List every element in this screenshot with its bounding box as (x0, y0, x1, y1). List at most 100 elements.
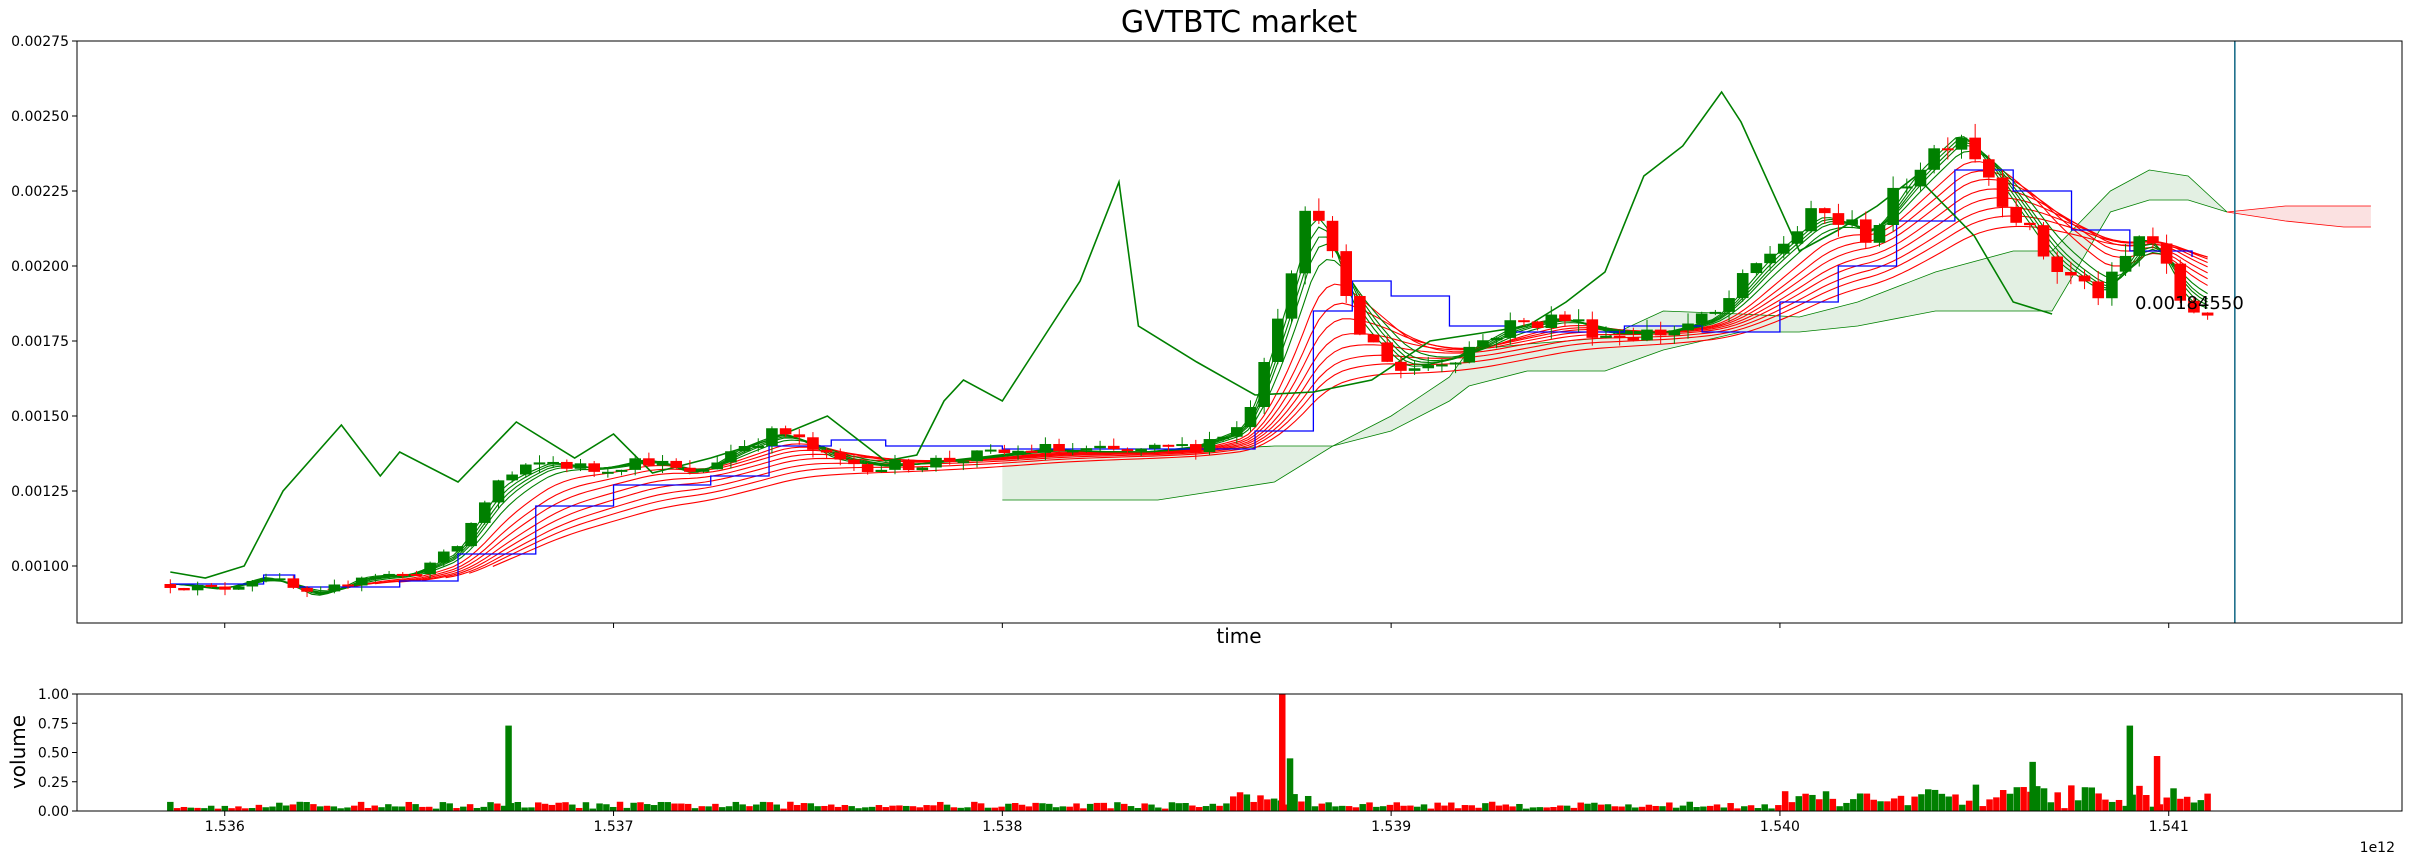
candle-body (1942, 148, 1954, 151)
candle-body (861, 464, 874, 472)
volume-bar (1182, 803, 1189, 811)
volume-bar (1209, 803, 1217, 811)
volume-bar (412, 804, 419, 811)
volume-bar (1175, 803, 1182, 811)
volume-bar (1393, 802, 1401, 811)
volume-bar (1550, 806, 1557, 811)
volume-bar (2006, 793, 2014, 811)
volume-bar (637, 802, 644, 811)
volume-bar (1713, 804, 1721, 811)
volume-bar (323, 805, 331, 811)
candle-body (1613, 335, 1626, 338)
candle-body (178, 587, 190, 591)
volume-bar (630, 802, 637, 811)
volume-bar (1822, 791, 1830, 811)
candle-body (492, 480, 505, 503)
cloud-bearish-edge (2226, 211, 2371, 228)
volume-bar (555, 802, 562, 811)
volume-bar (2170, 788, 2177, 811)
candle-body (1805, 208, 1817, 232)
volume-bar (228, 808, 235, 811)
candle-body (561, 461, 573, 469)
volume-bar (971, 801, 978, 811)
volume-bar (1448, 802, 1455, 811)
volume-bar (1768, 808, 1775, 811)
candle-body (451, 546, 464, 552)
x-tick-label: 1.540 (1760, 819, 1800, 835)
volume-bar (1216, 805, 1223, 811)
ema-slow-line (351, 170, 2208, 588)
price-x-axis (224, 623, 2170, 628)
volume-bar (1979, 806, 1986, 811)
volume-bar (1420, 804, 1428, 811)
volume-bar (1516, 803, 1523, 811)
volume-bar (1325, 802, 1332, 811)
candle-body (506, 474, 518, 481)
candle-body (1025, 450, 1038, 453)
volume-bar (282, 805, 290, 811)
candle-body (1900, 186, 1913, 189)
y-tick-label: 0.25 (38, 775, 69, 791)
volume-bar (2177, 798, 2184, 811)
y-tick-label: 0.75 (38, 716, 69, 732)
volume-bar (2074, 800, 2082, 811)
volume-bar (848, 806, 855, 811)
ema-slow-line (374, 178, 2208, 585)
volume-bar (1100, 802, 1108, 811)
volume-bar (1706, 805, 1714, 811)
volume-bar (909, 806, 917, 811)
volume-bar (1107, 808, 1114, 811)
volume-bar (2020, 787, 2027, 811)
candle-body (1490, 337, 1503, 341)
candle-body (2133, 236, 2146, 256)
x-offset-label: 1e12 (2360, 840, 2395, 856)
volume-bar (248, 808, 256, 811)
volume-bar (1870, 799, 1877, 811)
volume-bar (460, 806, 467, 811)
candle-body (1983, 159, 1995, 178)
candle-body (1996, 177, 2009, 207)
candle-body (1066, 450, 1079, 453)
volume-bar (2047, 802, 2055, 811)
volume-bar (937, 801, 944, 811)
volume-bar (616, 801, 624, 811)
candle-body (943, 457, 956, 462)
volume-bar (1018, 804, 1026, 811)
y-tick-label: 0.50 (38, 746, 69, 762)
volume-bar (1427, 808, 1435, 811)
volume-bar (1815, 799, 1823, 811)
volume-bar (276, 802, 283, 811)
volume-bar (1441, 805, 1448, 811)
volume-x-axis: 1.536 1.537 1.538 1.539 1.540 1.541 (205, 811, 2189, 835)
volume-bar (1850, 799, 1857, 811)
volume-bar (2088, 787, 2096, 811)
candle-body (437, 551, 450, 563)
volume-bar (1890, 798, 1898, 811)
candle-body (916, 467, 929, 471)
volume-bar (1332, 806, 1339, 811)
volume-bar (793, 804, 801, 811)
volume-bar (1645, 804, 1653, 811)
volume-bar (1454, 808, 1462, 811)
x-axis-label: time (1216, 624, 1261, 648)
candle-body (1436, 364, 1448, 367)
candle-body (998, 449, 1011, 454)
candle-body (670, 460, 683, 468)
candle-body (1449, 362, 1462, 365)
candle-body (1272, 318, 1284, 363)
volume-bar (1257, 795, 1264, 811)
volume-bar (2197, 800, 2205, 811)
volume-bar (1938, 793, 1946, 811)
volume-bar (378, 807, 385, 811)
y-tick-label: 1.00 (38, 687, 69, 703)
volume-bar (1046, 803, 1053, 811)
candle-body (1176, 444, 1188, 447)
y-tick-label: 0.00275 (11, 34, 69, 50)
ema-slow-line (445, 206, 2208, 579)
candle-body (1299, 210, 1311, 274)
candle-body (1258, 362, 1270, 407)
candle-body (1736, 273, 1749, 299)
volume-bar (1604, 804, 1612, 811)
volume-bar (1032, 802, 1039, 811)
volume-bar (2122, 805, 2130, 811)
